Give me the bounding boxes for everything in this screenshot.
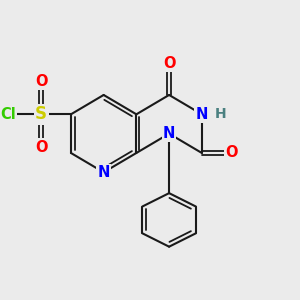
Text: H: H	[214, 107, 226, 121]
Text: N: N	[163, 126, 175, 141]
Text: O: O	[35, 74, 47, 89]
Text: N: N	[196, 107, 208, 122]
Text: N: N	[98, 165, 110, 180]
Text: O: O	[163, 56, 175, 71]
Text: Cl: Cl	[1, 107, 16, 122]
Text: O: O	[225, 146, 238, 160]
Text: O: O	[35, 140, 47, 154]
Text: S: S	[35, 105, 47, 123]
Text: N: N	[196, 107, 208, 122]
